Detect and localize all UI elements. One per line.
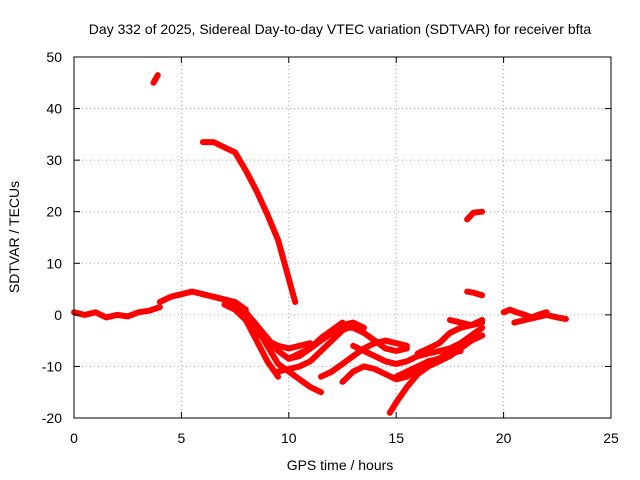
series-arc-18	[414, 324, 486, 370]
series-arc-20	[464, 208, 486, 223]
y-tick-label: 20	[46, 204, 62, 220]
y-axis-label: SDTVAR / TECUs	[6, 181, 22, 293]
series-arc-12	[339, 324, 410, 354]
y-tick-label: 40	[46, 101, 62, 117]
y-tick-labels: -20 -10 0 10 20 30 40 50	[42, 49, 62, 426]
x-tick-label: 15	[388, 430, 404, 446]
x-tick-label: 10	[281, 430, 297, 446]
series-arc-4	[199, 139, 299, 305]
y-tick-label: 50	[46, 49, 62, 65]
y-tick-label: 30	[46, 152, 62, 168]
series-arc-19	[446, 317, 486, 329]
series-arc-9	[275, 322, 357, 375]
y-tick-label: -20	[42, 410, 62, 426]
x-tick-label: 25	[603, 430, 619, 446]
data-series	[71, 72, 569, 416]
series-arc-23	[511, 311, 569, 326]
series-arc-10	[285, 319, 367, 362]
axis-ticks	[73, 56, 612, 419]
series-arc-13	[339, 358, 432, 385]
series-arc-1	[71, 304, 163, 321]
y-tick-label: -10	[42, 358, 62, 374]
x-tick-label: 20	[496, 430, 512, 446]
plot-frame	[73, 56, 612, 419]
series-arc-21	[464, 288, 486, 299]
series-arc-2	[150, 72, 161, 86]
y-tick-label: 10	[46, 255, 62, 271]
x-axis-label: GPS time / hours	[287, 457, 394, 473]
chart-title: Day 332 of 2025, Sidereal Day-to-day VTE…	[89, 21, 592, 37]
y-tick-label: 0	[54, 307, 62, 323]
x-tick-labels: 0 5 10 15 20 25	[70, 430, 619, 446]
x-tick-label: 5	[178, 430, 186, 446]
x-tick-label: 0	[70, 430, 78, 446]
